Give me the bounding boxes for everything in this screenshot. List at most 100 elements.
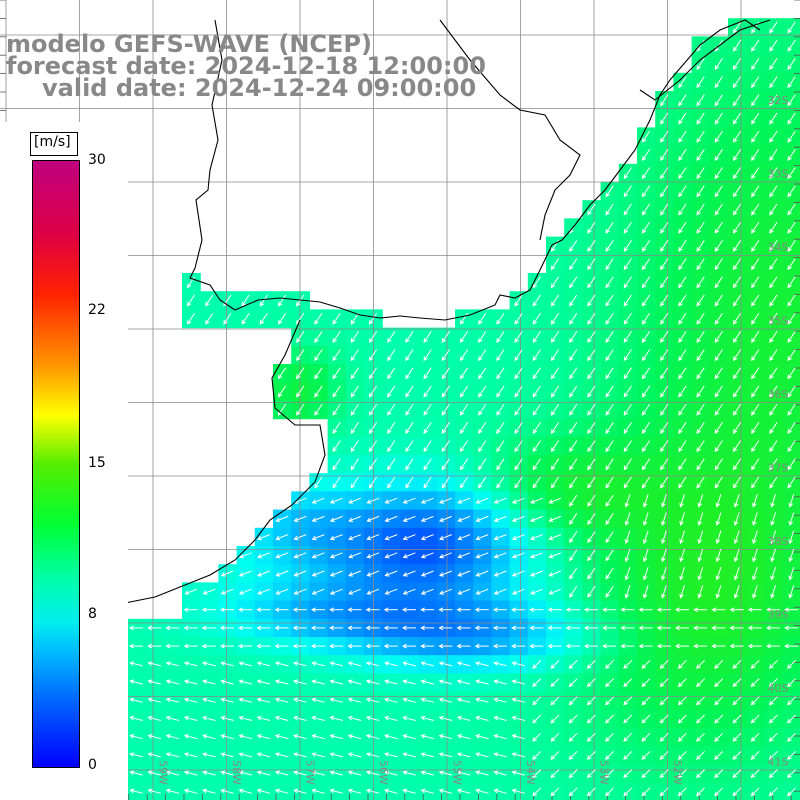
- wind-arrowhead: [183, 697, 189, 703]
- wind-arrowhead: [750, 755, 756, 760]
- wind-arrow: [733, 331, 742, 343]
- wind-arrowhead: [679, 539, 684, 545]
- wind-arrowhead: [274, 734, 280, 739]
- wind-arrowhead: [714, 374, 720, 380]
- wind-arrow: [551, 422, 560, 434]
- wind-arrow: [439, 771, 453, 776]
- wind-arrowhead: [696, 283, 701, 289]
- wind-arrow: [642, 130, 651, 143]
- wind-arrowhead: [787, 228, 792, 234]
- wind-arrowhead: [620, 607, 626, 613]
- wind-arrowhead: [314, 319, 319, 325]
- wind-arrow: [458, 552, 471, 558]
- wind-arrowhead: [769, 28, 774, 34]
- wind-arrowhead: [768, 755, 774, 760]
- wind-arrowhead: [587, 483, 592, 489]
- wind-arrow: [587, 494, 596, 507]
- wind-arrowhead: [751, 283, 756, 289]
- wind-arrow: [623, 678, 633, 687]
- wind-arrow: [696, 276, 705, 288]
- wind-arrowhead: [660, 265, 665, 271]
- wind-arrowhead: [420, 752, 426, 757]
- wind-arrowhead: [732, 682, 738, 688]
- wind-arrowhead: [605, 737, 610, 742]
- wind-arrow: [642, 203, 651, 215]
- wind-arrowhead: [715, 557, 721, 563]
- wind-arrowhead: [329, 607, 334, 613]
- wind-arrowhead: [660, 483, 665, 489]
- wind-arrow: [332, 476, 341, 488]
- wind-arrow: [366, 789, 380, 794]
- wind-arrowhead: [550, 265, 556, 271]
- wind-arrow: [714, 349, 723, 361]
- wind-arrowhead: [311, 590, 317, 595]
- wind-arrowhead: [350, 465, 356, 471]
- wind-arrow: [205, 312, 214, 325]
- wind-arrow: [769, 112, 778, 124]
- wind-arrow: [532, 294, 541, 306]
- wind-arrow: [148, 680, 162, 685]
- wind-arrowhead: [202, 752, 208, 757]
- wind-arrowhead: [275, 553, 281, 559]
- latitude-label: 41S: [768, 756, 789, 769]
- wind-arrowhead: [347, 661, 353, 666]
- wind-arrowhead: [696, 119, 701, 125]
- wind-arrowhead: [496, 410, 501, 416]
- wind-arrow: [496, 349, 505, 361]
- wind-arrow: [202, 789, 216, 794]
- wind-arrow: [532, 422, 541, 434]
- wind-arrowhead: [475, 788, 481, 794]
- wind-arrowhead: [514, 392, 519, 398]
- wind-arrow: [771, 494, 776, 507]
- wind-arrowhead: [732, 483, 738, 489]
- wind-arrow: [296, 385, 305, 397]
- wind-arrowhead: [586, 755, 592, 760]
- wind-arrowhead: [568, 737, 574, 742]
- wind-arrow: [166, 735, 180, 740]
- wind-arrowhead: [677, 737, 683, 742]
- wind-arrowhead: [275, 590, 281, 595]
- wind-arrow: [387, 403, 396, 416]
- wind-arrowhead: [314, 410, 319, 416]
- wind-arrowhead: [641, 737, 647, 742]
- wind-arrow: [696, 312, 705, 325]
- wind-arrow: [714, 787, 724, 796]
- wind-arrow: [714, 769, 724, 778]
- wind-arrowhead: [678, 247, 683, 252]
- wind-arrowhead: [732, 755, 738, 760]
- wind-arrowhead: [350, 447, 356, 453]
- wind-arrow: [769, 476, 778, 488]
- wind-arrow: [185, 588, 198, 595]
- wind-arrow: [439, 570, 452, 577]
- wind-arrow: [587, 203, 596, 215]
- wind-arrow: [751, 76, 760, 88]
- wind-arrowhead: [223, 319, 228, 325]
- wind-arrowhead: [550, 319, 556, 325]
- wind-arrow: [569, 240, 578, 252]
- wind-arrowhead: [787, 192, 792, 198]
- wind-arrowhead: [787, 83, 792, 89]
- wind-arrowhead: [550, 429, 556, 434]
- wind-arrow: [605, 513, 614, 525]
- wind-arrowhead: [220, 661, 226, 666]
- wind-arrow: [641, 769, 651, 778]
- longitude-label: 58W: [230, 760, 243, 785]
- wind-arrow: [348, 771, 362, 776]
- wind-arrowhead: [441, 374, 447, 380]
- wind-arrow: [569, 549, 578, 561]
- wind-arrow: [714, 312, 723, 325]
- wind-arrowhead: [550, 483, 556, 489]
- wind-arrow: [661, 530, 667, 544]
- wind-arrow: [530, 515, 543, 522]
- wind-arrowhead: [368, 410, 374, 416]
- wind-arrowhead: [401, 607, 407, 613]
- wind-arrow: [475, 698, 489, 703]
- wind-arrowhead: [475, 661, 481, 666]
- wind-arrowhead: [147, 752, 153, 757]
- wind-arrowhead: [696, 664, 701, 669]
- wind-arrowhead: [660, 228, 665, 234]
- wind-arrow: [733, 349, 742, 361]
- wind-arrowhead: [769, 338, 774, 343]
- wind-arrowhead: [550, 338, 556, 343]
- wind-arrow: [605, 458, 614, 470]
